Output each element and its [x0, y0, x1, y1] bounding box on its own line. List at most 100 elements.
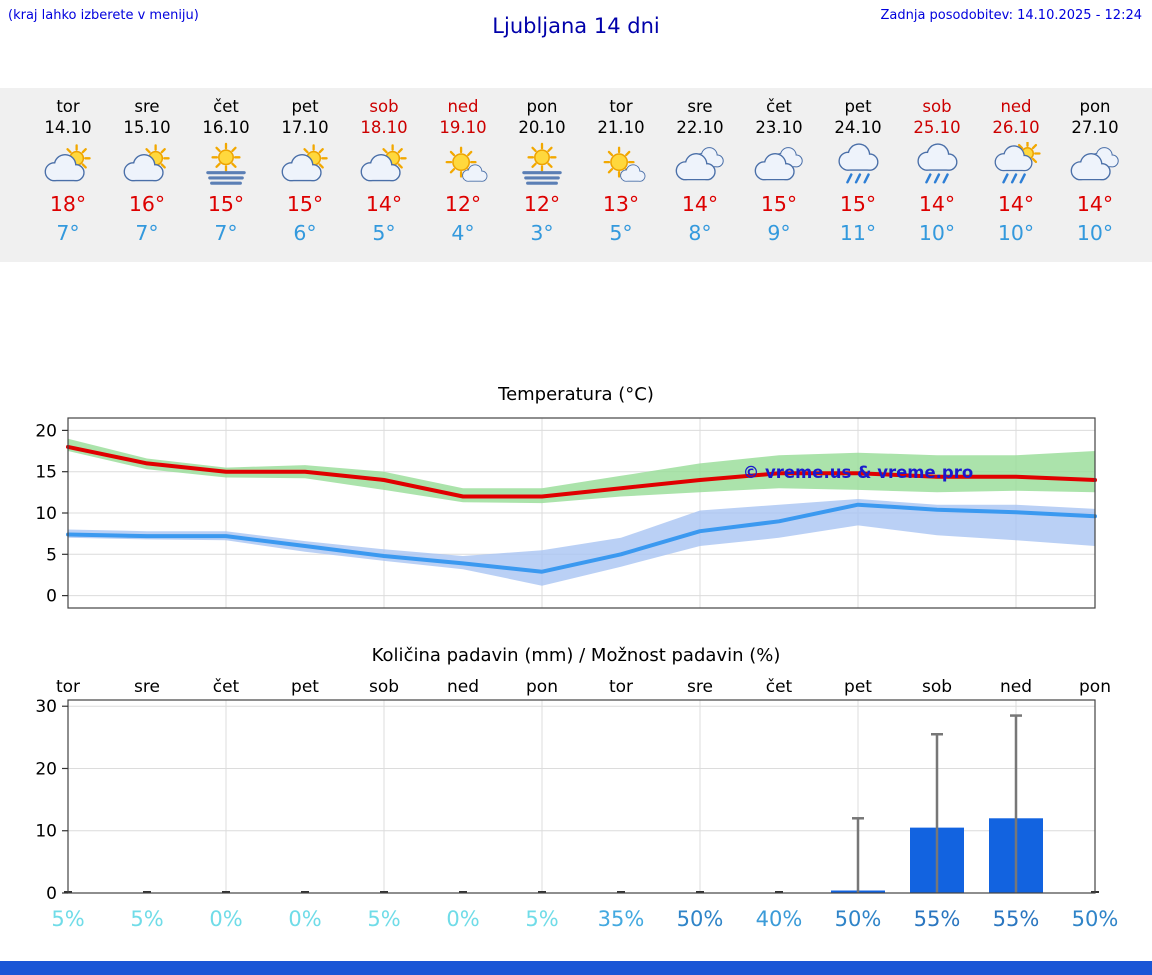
percent-label: 55% — [993, 907, 1040, 931]
precip-day-label: sre — [134, 677, 160, 697]
forecast-day: pon 27.10 14° 10° — [1054, 96, 1136, 244]
percent-label: 55% — [914, 907, 961, 931]
day-name: čet — [766, 97, 792, 116]
zero-tick — [775, 891, 783, 893]
day-low-temp: 10° — [1076, 221, 1114, 245]
precip-day-label: čet — [213, 677, 240, 697]
percent-label: 40% — [756, 907, 803, 931]
y-tick-label: 30 — [35, 697, 57, 717]
percent-label: 5% — [525, 907, 558, 931]
forecast-day: pet 24.10 15° 11° — [817, 96, 899, 244]
forecast-day: pon 20.10 12° 3° — [501, 96, 583, 244]
day-high-temp: 15° — [286, 192, 324, 216]
day-date: 24.10 — [834, 118, 882, 137]
day-date: 18.10 — [360, 118, 408, 137]
zero-tick — [143, 891, 151, 893]
forecast-strip: tor 14.10 18° 7° sre 15.10 16° 7° čet 16.10 15° 7° p… — [0, 88, 1152, 262]
day-low-temp: 3° — [530, 221, 554, 245]
precip-day-label: sob — [369, 677, 399, 697]
forecast-day: pet 17.10 15° 6° — [264, 96, 346, 244]
precip-day-label: ned — [1000, 677, 1032, 697]
percent-label: 0% — [209, 907, 242, 931]
day-date: 20.10 — [518, 118, 566, 137]
precip-day-label: sre — [687, 677, 713, 697]
watermark: © vreme.us & vreme.pro — [743, 463, 973, 482]
day-high-temp: 15° — [207, 192, 245, 216]
mostly-sunny-icon — [580, 140, 662, 190]
day-date: 14.10 — [44, 118, 92, 137]
forecast-day: čet 16.10 15° 7° — [185, 96, 267, 244]
day-high-temp: 15° — [760, 192, 798, 216]
percent-label: 50% — [835, 907, 882, 931]
day-name: ned — [447, 97, 479, 116]
cloudy-icon — [659, 140, 741, 190]
day-low-temp: 10° — [997, 221, 1035, 245]
partly-cloudy-icon — [106, 140, 188, 190]
zero-tick — [380, 891, 388, 893]
y-tick-label: 5 — [46, 545, 57, 565]
cloudy-icon — [738, 140, 820, 190]
day-low-temp: 11° — [839, 221, 877, 245]
percent-label: 0% — [446, 907, 479, 931]
day-low-temp: 4° — [451, 221, 475, 245]
percent-label: 50% — [677, 907, 724, 931]
precip-day-label: pet — [844, 677, 872, 697]
forecast-day: čet 23.10 15° 9° — [738, 96, 820, 244]
day-name: ned — [1000, 97, 1032, 116]
day-low-temp: 5° — [372, 221, 396, 245]
day-high-temp: 18° — [49, 192, 87, 216]
y-tick-label: 10 — [35, 822, 57, 842]
day-high-temp: 14° — [918, 192, 956, 216]
rain-icon — [896, 140, 978, 190]
precip-day-label: pet — [291, 677, 319, 697]
day-high-temp: 13° — [602, 192, 640, 216]
day-name: sre — [687, 97, 713, 116]
day-name: tor — [609, 97, 633, 116]
zero-tick — [538, 891, 546, 893]
day-name: sob — [922, 97, 952, 116]
precip-chart-title: Količina padavin (mm) / Možnost padavin … — [371, 645, 781, 666]
forecast-day: tor 21.10 13° 5° — [580, 96, 662, 244]
page-title: Ljubljana 14 dni — [492, 14, 660, 38]
day-high-temp: 15° — [839, 192, 877, 216]
location-menu-hint[interactable]: (kraj lahko izberete v meniju) — [8, 8, 199, 23]
day-date: 17.10 — [281, 118, 329, 137]
day-high-temp: 14° — [681, 192, 719, 216]
precip-day-label: pon — [526, 677, 558, 697]
day-date: 21.10 — [597, 118, 645, 137]
sun-rain-icon — [975, 140, 1057, 190]
max-temp-line — [66, 444, 1097, 499]
y-tick-label: 0 — [46, 884, 57, 904]
day-high-temp: 14° — [365, 192, 403, 216]
day-high-temp: 14° — [1076, 192, 1114, 216]
day-high-temp: 16° — [128, 192, 166, 216]
precipitation-chart: tor sre čet pet sob ned pon tor sre čet pet sob ned p… — [35, 677, 1118, 931]
y-tick-label: 15 — [35, 463, 57, 483]
forecast-day: sob 25.10 14° 10° — [896, 96, 978, 244]
temperature-chart: 0 5 10 15 20 © vreme.us & vreme.pro — [35, 417, 1097, 609]
precip-day-label: sob — [922, 677, 952, 697]
day-date: 23.10 — [755, 118, 803, 137]
day-low-temp: 7° — [135, 221, 159, 245]
forecast-day: tor 14.10 18° 7° — [27, 96, 109, 244]
day-low-temp: 7° — [56, 221, 80, 245]
precip-day-label: ned — [447, 677, 479, 697]
day-low-temp: 8° — [688, 221, 712, 245]
percent-label: 35% — [598, 907, 645, 931]
y-tick-label: 10 — [35, 504, 57, 524]
day-name: sob — [369, 97, 399, 116]
day-low-temp: 6° — [293, 221, 317, 245]
last-updated: Zadnja posodobitev: 14.10.2025 - 12:24 — [880, 8, 1142, 23]
zero-tick — [459, 891, 467, 893]
zero-tick — [617, 891, 625, 893]
y-tick-label: 20 — [35, 421, 57, 441]
partly-cloudy-icon — [27, 140, 109, 190]
rain-icon — [817, 140, 899, 190]
min-temp-range-band — [68, 499, 1095, 586]
day-high-temp: 12° — [444, 192, 482, 216]
temperature-chart-title: Temperatura (°C) — [498, 384, 654, 405]
zero-tick — [301, 891, 309, 893]
day-high-temp: 14° — [997, 192, 1035, 216]
day-date: 19.10 — [439, 118, 487, 137]
day-name: pon — [526, 97, 558, 116]
